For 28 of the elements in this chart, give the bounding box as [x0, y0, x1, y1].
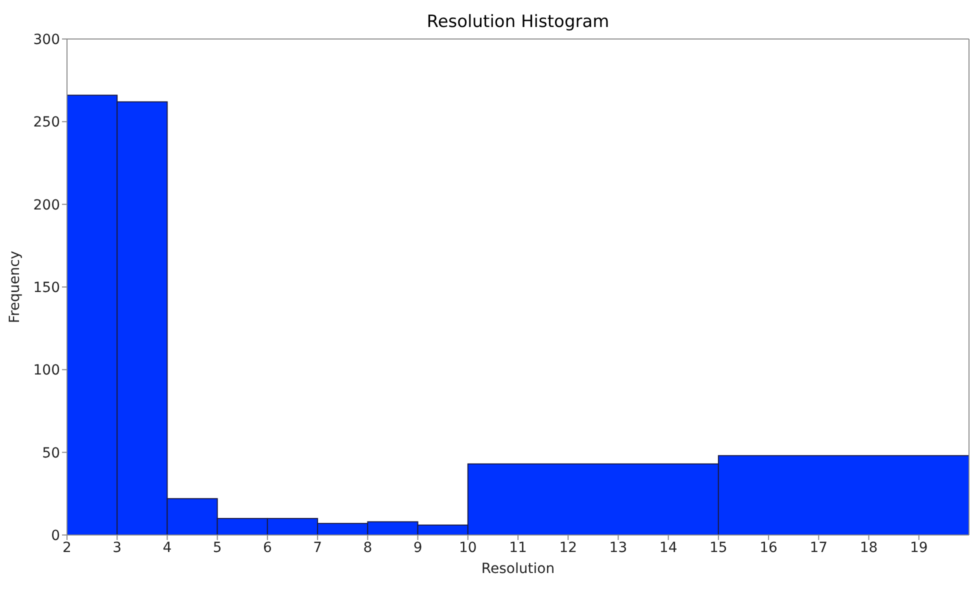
x-tick-label: 9 — [413, 540, 422, 556]
x-tick-label: 14 — [659, 540, 678, 556]
x-tick-label: 2 — [62, 540, 72, 556]
y-tick-label: 300 — [33, 32, 60, 48]
x-tick-label: 5 — [212, 540, 222, 556]
y-tick-label: 0 — [51, 528, 60, 544]
chart-title: Resolution Histogram — [426, 12, 610, 32]
x-tick-label: 16 — [760, 540, 778, 556]
y-axis-title: Frequency — [6, 250, 23, 324]
x-tick-label: 19 — [910, 540, 928, 556]
y-tick-label: 200 — [33, 197, 60, 214]
x-tick-label: 6 — [262, 540, 272, 556]
y-tick-label: 150 — [33, 280, 60, 296]
x-tick-label: 7 — [313, 540, 322, 556]
x-tick-label: 4 — [162, 540, 172, 556]
x-tick-label: 8 — [363, 540, 372, 556]
x-tick-label: 3 — [112, 540, 122, 556]
x-tick-label: 11 — [509, 540, 527, 556]
y-tick-label: 100 — [33, 362, 60, 379]
y-tick-label: 50 — [42, 445, 60, 462]
x-tick-label: 10 — [458, 540, 477, 556]
x-tick-label: 12 — [559, 540, 578, 556]
y-tick-label: 250 — [33, 114, 60, 131]
x-axis-title: Resolution — [481, 561, 555, 577]
x-tick-label: 13 — [609, 540, 628, 556]
x-tick-label: 15 — [710, 540, 728, 556]
x-tick-label: 17 — [810, 540, 828, 556]
x-tick-label: 18 — [860, 540, 878, 556]
